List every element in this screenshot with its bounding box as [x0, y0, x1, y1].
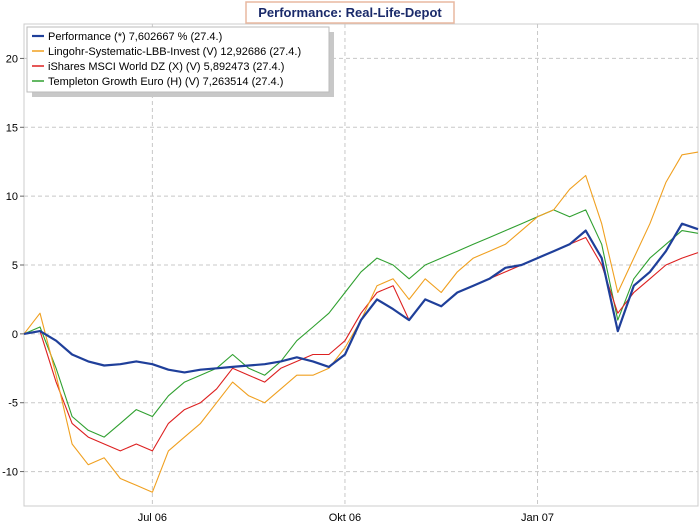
legend-items: Performance (*) 7,602667 % (27.4.) Lingoh… — [32, 31, 301, 88]
y-tick-label: 10 — [6, 191, 18, 203]
chart-title: Performance: Real-Life-Depot — [258, 5, 442, 20]
y-tick-label: -10 — [2, 467, 18, 479]
legend-label: Templeton Growth Euro (H) (V) 7,263514 (… — [48, 76, 283, 88]
legend: Performance (*) 7,602667 % (27.4.) Lingoh… — [26, 26, 334, 97]
x-tick-label: Jul 06 — [138, 512, 167, 524]
y-tick-label: 5 — [12, 260, 18, 272]
x-tick-label: Okt 06 — [329, 512, 361, 524]
series-line — [23, 236, 699, 452]
y-tick-label: 0 — [12, 329, 18, 341]
series-lines — [23, 151, 699, 493]
title-box — [245, 1, 455, 24]
grid — [24, 24, 698, 506]
y-tick-label: 15 — [6, 122, 18, 134]
legend-label: Lingohr-Systematic-LBB-Invest (V) 12,926… — [48, 46, 301, 58]
series-line — [23, 209, 699, 438]
y-tick-label: -5 — [8, 398, 18, 410]
legend-label: Performance (*) 7,602667 % (27.4.) — [48, 31, 222, 43]
y-tick-label: 20 — [6, 53, 18, 65]
x-tick-label: Jan 07 — [521, 512, 554, 524]
series-line — [23, 222, 699, 374]
legend-box — [26, 26, 330, 93]
legend-label: iShares MSCI World DZ (X) (V) 5,892473 (… — [48, 61, 284, 73]
